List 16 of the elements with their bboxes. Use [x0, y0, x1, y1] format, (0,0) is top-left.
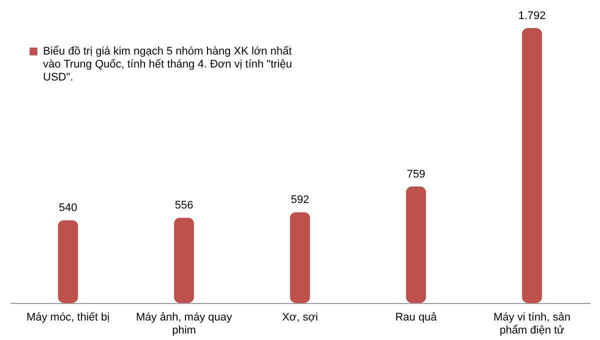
- x-tick-label: Rau quả: [395, 312, 438, 324]
- data-label: 540: [58, 202, 78, 214]
- x-tick-label: Máy ảnh, máy quay phim: [136, 312, 232, 336]
- data-label: 556: [174, 200, 194, 212]
- data-label: 759: [406, 168, 426, 181]
- bar: [58, 220, 78, 303]
- x-tick-label: Máy vi tính, sản phẩm điện tử: [493, 312, 571, 336]
- bar: [290, 212, 310, 303]
- x-tick-label: Máy móc, thiết bị: [26, 312, 110, 324]
- bar: [406, 186, 426, 303]
- x-tick-label: Xơ, sợi: [282, 312, 318, 324]
- bar: [522, 28, 542, 303]
- data-label: 592: [290, 194, 310, 206]
- data-label: 1.792: [518, 10, 546, 22]
- bar: [174, 218, 194, 303]
- legend-label: Biểu đồ trị giá kim ngạch 5 nhóm hàng XK lớn nhất vào Trung Quốc, tính hết tháng 4. Đơn vị tính "triệu USD".: [43, 46, 292, 84]
